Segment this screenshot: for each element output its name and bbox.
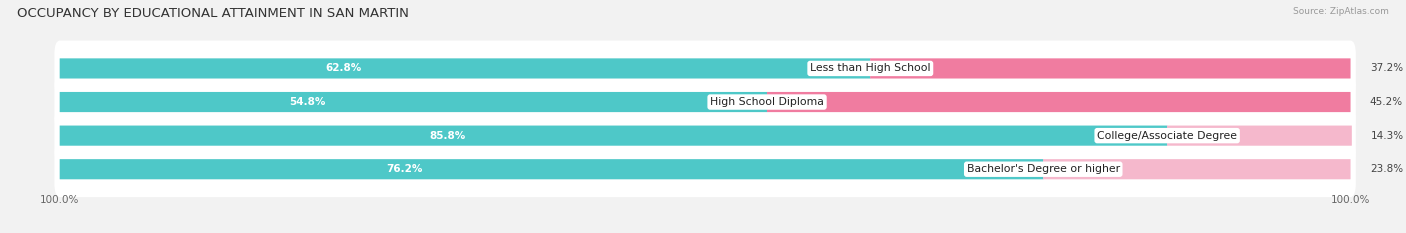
Text: College/Associate Degree: College/Associate Degree: [1097, 131, 1237, 141]
Text: 45.2%: 45.2%: [1369, 97, 1403, 107]
Text: High School Diploma: High School Diploma: [710, 97, 824, 107]
FancyBboxPatch shape: [59, 92, 768, 112]
Text: Bachelor's Degree or higher: Bachelor's Degree or higher: [967, 164, 1119, 174]
FancyBboxPatch shape: [59, 126, 1167, 146]
Text: 54.8%: 54.8%: [290, 97, 326, 107]
FancyBboxPatch shape: [59, 58, 870, 79]
FancyBboxPatch shape: [55, 41, 1355, 96]
FancyBboxPatch shape: [1043, 159, 1351, 179]
Text: 37.2%: 37.2%: [1369, 63, 1403, 73]
FancyBboxPatch shape: [766, 92, 1351, 112]
Text: 85.8%: 85.8%: [429, 131, 465, 141]
FancyBboxPatch shape: [59, 159, 1043, 179]
FancyBboxPatch shape: [870, 58, 1351, 79]
Text: 76.2%: 76.2%: [385, 164, 422, 174]
FancyBboxPatch shape: [55, 74, 1355, 130]
Text: Source: ZipAtlas.com: Source: ZipAtlas.com: [1294, 7, 1389, 16]
FancyBboxPatch shape: [1167, 126, 1351, 146]
Text: 14.3%: 14.3%: [1371, 131, 1405, 141]
Text: 62.8%: 62.8%: [325, 63, 361, 73]
FancyBboxPatch shape: [55, 141, 1355, 197]
FancyBboxPatch shape: [55, 108, 1355, 164]
Text: OCCUPANCY BY EDUCATIONAL ATTAINMENT IN SAN MARTIN: OCCUPANCY BY EDUCATIONAL ATTAINMENT IN S…: [17, 7, 409, 20]
Text: 23.8%: 23.8%: [1369, 164, 1403, 174]
Text: Less than High School: Less than High School: [810, 63, 931, 73]
